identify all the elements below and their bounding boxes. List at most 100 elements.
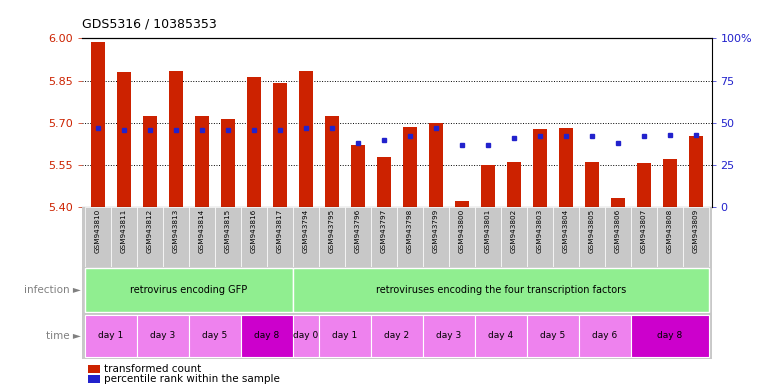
Text: GSM943811: GSM943811 <box>121 209 127 253</box>
Text: day 1: day 1 <box>333 331 358 341</box>
Bar <box>91 42 105 207</box>
Text: GSM943810: GSM943810 <box>95 209 100 253</box>
Bar <box>533 129 547 207</box>
Text: retrovirus encoding GFP: retrovirus encoding GFP <box>130 285 247 295</box>
Bar <box>449 207 475 267</box>
Text: day 5: day 5 <box>202 331 228 341</box>
Bar <box>142 116 157 207</box>
Text: GSM943806: GSM943806 <box>615 209 621 253</box>
Bar <box>657 207 683 267</box>
Text: GSM943814: GSM943814 <box>199 209 205 253</box>
Text: retroviruses encoding the four transcription factors: retroviruses encoding the four transcrip… <box>376 285 626 295</box>
Bar <box>631 207 657 267</box>
Text: GSM943799: GSM943799 <box>433 209 439 253</box>
Text: GSM943803: GSM943803 <box>537 209 543 253</box>
Text: GSM943804: GSM943804 <box>563 209 569 253</box>
Bar <box>351 146 365 207</box>
Bar <box>403 127 417 207</box>
Bar <box>553 207 579 267</box>
Bar <box>272 83 287 207</box>
Bar <box>267 207 293 267</box>
Text: GSM943797: GSM943797 <box>380 209 387 253</box>
Text: GSM943801: GSM943801 <box>485 209 491 253</box>
Text: day 2: day 2 <box>384 331 409 341</box>
Text: day 8: day 8 <box>658 331 683 341</box>
Text: GSM943817: GSM943817 <box>277 209 283 253</box>
Text: percentile rank within the sample: percentile rank within the sample <box>104 374 280 384</box>
Text: day 3: day 3 <box>436 331 461 341</box>
Text: GSM943800: GSM943800 <box>459 209 465 253</box>
Text: GSM943809: GSM943809 <box>693 209 699 253</box>
Bar <box>325 116 339 207</box>
Text: infection ►: infection ► <box>24 285 81 295</box>
Bar <box>137 207 163 267</box>
Bar <box>293 268 709 312</box>
Bar <box>689 136 703 207</box>
Bar <box>481 165 495 207</box>
Text: day 1: day 1 <box>98 331 123 341</box>
Bar <box>377 157 391 207</box>
Text: GDS5316 / 10385353: GDS5316 / 10385353 <box>82 18 217 31</box>
Bar <box>371 207 397 267</box>
Bar <box>475 315 527 357</box>
Bar <box>221 119 235 207</box>
Bar <box>345 207 371 267</box>
Bar <box>163 207 189 267</box>
Bar <box>527 315 579 357</box>
Text: GSM943795: GSM943795 <box>329 209 335 253</box>
Bar <box>298 71 313 207</box>
Bar <box>137 315 189 357</box>
Bar <box>240 207 267 267</box>
Bar <box>240 315 293 357</box>
Bar <box>637 164 651 207</box>
Bar <box>631 315 709 357</box>
Bar <box>423 315 475 357</box>
Bar <box>293 315 319 357</box>
Bar <box>428 123 443 207</box>
Bar <box>84 268 293 312</box>
Bar <box>169 71 183 207</box>
Bar <box>475 207 501 267</box>
Text: transformed count: transformed count <box>104 364 202 374</box>
Text: GSM943808: GSM943808 <box>667 209 673 253</box>
Text: GSM943813: GSM943813 <box>173 209 179 253</box>
Text: day 8: day 8 <box>254 331 279 341</box>
Bar <box>293 207 319 267</box>
Bar <box>397 207 423 267</box>
Text: GSM943794: GSM943794 <box>303 209 309 253</box>
Text: day 3: day 3 <box>150 331 176 341</box>
Text: GSM943798: GSM943798 <box>407 209 413 253</box>
Bar <box>559 128 573 207</box>
Bar <box>527 207 553 267</box>
Bar <box>423 207 449 267</box>
Bar <box>371 315 423 357</box>
Bar <box>215 207 240 267</box>
Bar <box>584 162 599 207</box>
Bar <box>88 365 100 373</box>
Text: day 0: day 0 <box>293 331 318 341</box>
Bar <box>501 207 527 267</box>
Text: GSM943812: GSM943812 <box>147 209 153 253</box>
Text: GSM943807: GSM943807 <box>641 209 647 253</box>
Text: time ►: time ► <box>46 331 81 341</box>
Text: GSM943796: GSM943796 <box>355 209 361 253</box>
Text: GSM943816: GSM943816 <box>251 209 256 253</box>
Bar <box>189 207 215 267</box>
Text: GSM943805: GSM943805 <box>589 209 595 253</box>
Bar <box>189 315 240 357</box>
Bar <box>111 207 137 267</box>
Text: day 6: day 6 <box>592 331 617 341</box>
Bar <box>319 315 371 357</box>
Bar <box>579 207 605 267</box>
Bar <box>605 207 631 267</box>
Bar <box>579 315 631 357</box>
Bar <box>507 162 521 207</box>
Bar <box>88 375 100 383</box>
Bar <box>84 207 111 267</box>
Bar <box>663 159 677 207</box>
Bar <box>319 207 345 267</box>
Text: day 4: day 4 <box>489 331 514 341</box>
Text: day 5: day 5 <box>540 331 565 341</box>
Bar <box>116 72 131 207</box>
Text: GSM943802: GSM943802 <box>511 209 517 253</box>
